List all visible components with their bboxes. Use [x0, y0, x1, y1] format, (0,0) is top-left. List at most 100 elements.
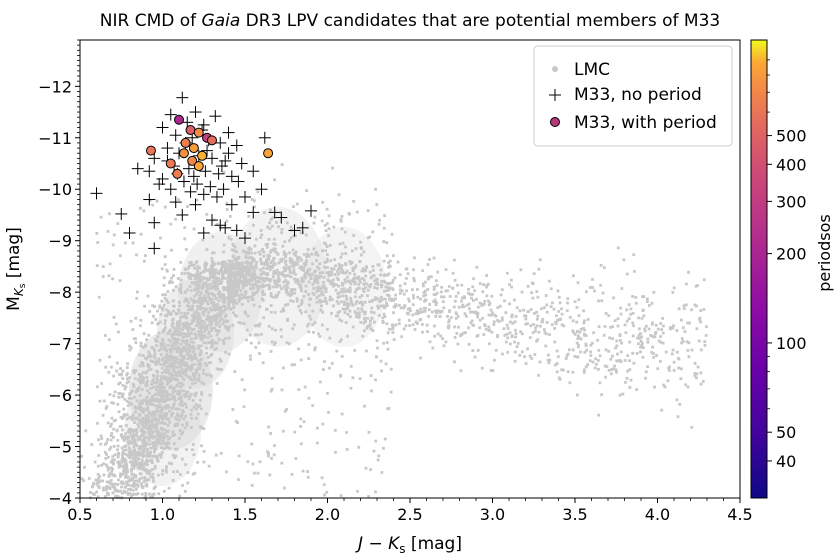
- lmc-point: [191, 318, 195, 322]
- lmc-point: [122, 407, 126, 411]
- lmc-point: [123, 452, 127, 456]
- colorbar-tick-label: 100: [776, 334, 807, 353]
- lmc-point: [219, 296, 223, 300]
- lmc-point: [298, 308, 302, 312]
- lmc-point: [162, 283, 166, 287]
- lmc-point: [339, 219, 343, 223]
- lmc-point: [171, 390, 175, 394]
- lmc-point: [299, 265, 303, 269]
- lmc-point: [508, 342, 512, 346]
- lmc-point: [592, 331, 596, 335]
- lmc-point: [147, 418, 151, 422]
- m33-no-period-point: [215, 160, 228, 173]
- lmc-point: [112, 374, 115, 378]
- lmc-point: [188, 347, 192, 350]
- lmc-point: [490, 330, 494, 334]
- lmc-point: [637, 316, 641, 320]
- lmc-point: [170, 248, 173, 252]
- lmc-point: [111, 485, 115, 489]
- colorbar-tick-label: 500: [776, 127, 807, 146]
- lmc-point: [583, 319, 586, 323]
- lmc-point: [198, 330, 201, 334]
- lmc-point: [243, 269, 247, 273]
- lmc-point: [530, 357, 534, 360]
- lmc-point: [497, 320, 501, 323]
- lmc-point: [308, 314, 311, 318]
- lmc-point: [140, 438, 144, 442]
- lmc-point: [207, 295, 210, 299]
- lmc-point: [175, 322, 179, 326]
- lmc-point: [173, 331, 177, 335]
- lmc-point: [140, 444, 144, 448]
- lmc-point: [536, 314, 540, 318]
- lmc-point: [557, 376, 561, 380]
- lmc-point: [281, 429, 285, 433]
- lmc-point: [283, 303, 287, 307]
- lmc-point: [258, 322, 262, 326]
- lmc-point: [325, 257, 329, 261]
- lmc-point: [545, 303, 549, 307]
- lmc-point: [667, 366, 671, 370]
- lmc-point: [131, 432, 135, 436]
- lmc-point: [472, 323, 476, 327]
- lmc-point: [588, 286, 592, 289]
- lmc-point: [385, 322, 389, 326]
- lmc-point: [349, 386, 353, 390]
- lmc-point: [353, 310, 357, 314]
- lmc-point: [145, 357, 149, 361]
- lmc-point: [531, 282, 535, 286]
- lmc-point: [132, 466, 135, 470]
- m33-no-period-point: [204, 180, 217, 193]
- lmc-point: [604, 312, 608, 315]
- lmc-point: [515, 306, 519, 310]
- lmc-point: [147, 439, 151, 443]
- m33-no-period-point: [296, 221, 309, 234]
- lmc-point: [179, 354, 182, 357]
- lmc-point: [111, 435, 115, 439]
- lmc-point: [375, 287, 379, 290]
- lmc-point: [579, 337, 583, 341]
- lmc-point: [372, 311, 376, 315]
- lmc-point: [250, 256, 253, 259]
- lmc-point: [567, 348, 571, 352]
- lmc-point: [300, 276, 304, 280]
- lmc-point: [368, 270, 372, 274]
- lmc-point: [629, 312, 633, 316]
- lmc-point: [575, 341, 579, 345]
- lmc-point: [311, 282, 315, 286]
- lmc-point: [171, 453, 175, 457]
- lmc-point: [208, 306, 212, 310]
- lmc-point: [160, 299, 164, 303]
- lmc-point: [162, 342, 166, 346]
- lmc-point: [501, 352, 504, 356]
- lmc-point: [696, 284, 699, 287]
- lmc-point: [370, 306, 374, 310]
- lmc-point: [184, 248, 188, 251]
- lmc-point: [425, 323, 429, 327]
- lmc-point: [664, 350, 668, 354]
- lmc-point: [155, 369, 159, 373]
- lmc-point: [283, 409, 287, 413]
- lmc-point: [211, 268, 215, 271]
- lmc-point: [227, 297, 230, 301]
- lmc-point: [189, 340, 193, 344]
- lmc-point: [257, 250, 261, 254]
- m33-with-period-point: [197, 150, 208, 161]
- lmc-point: [198, 404, 201, 407]
- lmc-point: [361, 303, 364, 307]
- lmc-point: [162, 422, 166, 425]
- lmc-point: [234, 314, 238, 318]
- lmc-point: [223, 300, 227, 304]
- lmc-point: [524, 314, 528, 318]
- lmc-point: [387, 261, 390, 264]
- lmc-point: [369, 389, 373, 393]
- lmc-point: [640, 316, 644, 320]
- lmc-point: [217, 277, 221, 280]
- lmc-point: [317, 267, 321, 271]
- lmc-point: [128, 460, 132, 464]
- lmc-point: [147, 333, 151, 337]
- x-tick-label: 3.0: [480, 505, 505, 524]
- lmc-point: [435, 311, 439, 315]
- lmc-point: [266, 256, 270, 260]
- lmc-point: [162, 439, 165, 443]
